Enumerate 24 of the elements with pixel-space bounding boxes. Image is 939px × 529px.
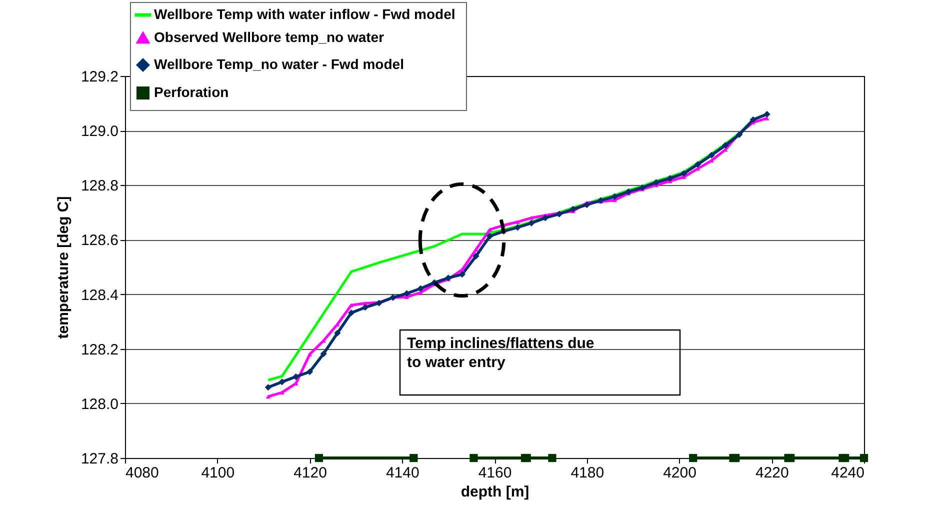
y-tick-label: 128.0	[80, 396, 118, 413]
legend-label: Observed Wellbore temp_no water	[154, 29, 385, 45]
legend-label: Wellbore Temp with water inflow - Fwd model	[154, 6, 456, 22]
y-axis-title: temperature [deg C]	[54, 196, 72, 339]
x-tick-label: 4140	[386, 464, 420, 482]
y-tick-label: 128.6	[80, 232, 118, 250]
x-tick-label: 4180	[570, 464, 604, 482]
x-axis-title: depth [m]	[460, 484, 530, 500]
y-tick-label: 129.2	[80, 68, 118, 86]
x-tick-label: 4220	[755, 464, 789, 482]
legend-label: Perforation	[154, 84, 229, 100]
x-tick-label: 4080	[126, 464, 159, 482]
x-tick-label: 4240	[831, 464, 864, 482]
x-tick-label: 4100	[201, 464, 235, 482]
y-tick-label: 128.2	[80, 341, 118, 358]
x-tick-label: 4200	[663, 464, 696, 482]
legend-label: Wellbore Temp_no water - Fwd model	[154, 56, 404, 72]
x-tick-label: 4160	[478, 464, 512, 482]
annotation: Temp inclines/flattens due to water entry	[407, 335, 594, 371]
y-tick-label: 128.8	[80, 178, 118, 195]
y-tick-label: 128.4	[80, 286, 118, 304]
x-tick-label: 4120	[294, 464, 327, 482]
y-tick-label: 129.0	[80, 123, 118, 140]
y-tick-label: 127.8	[80, 450, 118, 468]
